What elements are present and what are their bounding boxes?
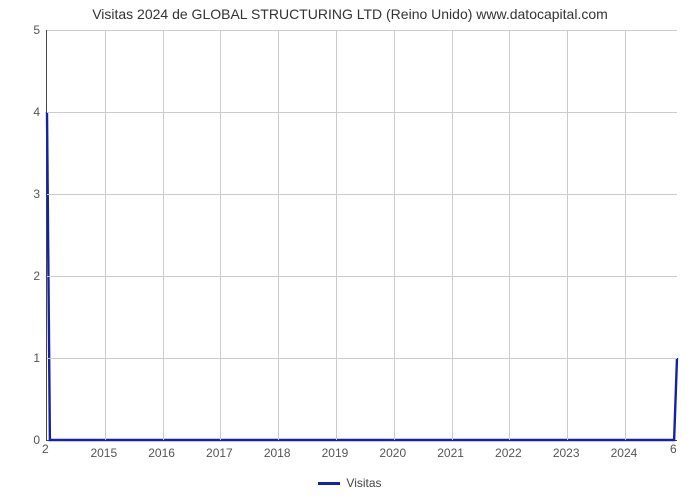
legend-swatch [318, 482, 340, 485]
x-tick-label: 2019 [322, 446, 349, 460]
left-end-label: 2 [42, 442, 49, 456]
x-tick-label: 2016 [148, 446, 175, 460]
y-tick-label: 3 [0, 187, 40, 201]
plot-area [46, 30, 677, 441]
y-tick-label: 1 [0, 351, 40, 365]
gridline-v [567, 30, 568, 440]
x-tick-label: 2024 [611, 446, 638, 460]
gridline-v [509, 30, 510, 440]
x-tick-label: 2022 [495, 446, 522, 460]
gridline-v [452, 30, 453, 440]
x-tick-label: 2015 [90, 446, 117, 460]
gridline-h [47, 358, 677, 359]
x-tick-label: 2023 [553, 446, 580, 460]
gridline-v [220, 30, 221, 440]
gridline-v [278, 30, 279, 440]
gridline-v [105, 30, 106, 440]
y-tick-label: 0 [0, 433, 40, 447]
legend-label: Visitas [346, 476, 381, 490]
line-series [47, 30, 677, 440]
y-tick-label: 5 [0, 23, 40, 37]
gridline-v [625, 30, 626, 440]
chart-container: Visitas 2024 de GLOBAL STRUCTURING LTD (… [0, 0, 700, 500]
legend: Visitas [0, 476, 700, 490]
x-tick-label: 2018 [264, 446, 291, 460]
gridline-h [47, 112, 677, 113]
x-tick-label: 2020 [379, 446, 406, 460]
x-tick-label: 2017 [206, 446, 233, 460]
x-tick-label: 2021 [437, 446, 464, 460]
gridline-h [47, 276, 677, 277]
y-tick-label: 4 [0, 105, 40, 119]
right-end-label: 6 [670, 442, 677, 456]
gridline-v [336, 30, 337, 440]
gridline-h [47, 30, 677, 31]
gridline-h [47, 194, 677, 195]
chart-title: Visitas 2024 de GLOBAL STRUCTURING LTD (… [0, 6, 700, 22]
gridline-v [394, 30, 395, 440]
gridline-v [163, 30, 164, 440]
y-tick-label: 2 [0, 269, 40, 283]
